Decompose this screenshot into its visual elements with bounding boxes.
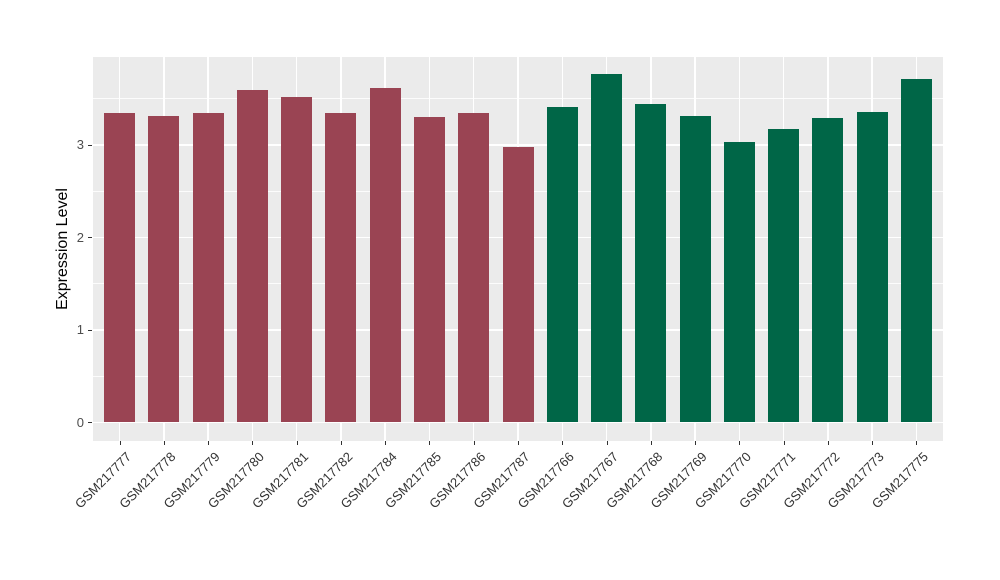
bar-GSM217773: [856, 111, 888, 423]
bar-GSM217784: [369, 88, 401, 423]
bar-GSM217777: [104, 113, 136, 423]
plot-panel: [93, 57, 943, 441]
x-tick-mark: [827, 441, 829, 445]
x-tick-mark: [296, 441, 298, 445]
x-tick-mark: [872, 441, 874, 445]
y-tick-label: 1: [76, 322, 84, 338]
bar-GSM217766: [546, 106, 578, 423]
bar-GSM217786: [458, 113, 490, 423]
x-tick-mark: [562, 441, 564, 445]
bar-GSM217770: [723, 142, 755, 423]
y-tick-label: 2: [76, 229, 84, 245]
bar-GSM217785: [413, 117, 445, 423]
x-tick-mark: [473, 441, 475, 445]
x-tick-mark: [650, 441, 652, 445]
y-axis-title: Expression Level: [54, 188, 71, 310]
x-tick-mark: [518, 441, 519, 445]
bar-GSM217779: [192, 113, 224, 423]
bar-GSM217771: [768, 129, 800, 423]
y-tick-mark: [88, 329, 92, 331]
x-tick-mark: [252, 441, 254, 445]
bar-GSM217778: [148, 116, 180, 423]
x-tick-mark: [695, 441, 697, 445]
x-tick-mark: [385, 441, 387, 445]
bar-GSM217772: [812, 118, 844, 423]
x-tick-mark: [783, 441, 785, 445]
y-tick-mark: [88, 422, 92, 424]
bar-GSM217767: [591, 73, 623, 423]
y-tick-label: 3: [76, 137, 84, 153]
bar-GSM217769: [679, 116, 711, 423]
x-tick-mark: [340, 441, 342, 445]
bar-GSM217787: [502, 146, 534, 423]
y-tick-mark: [88, 237, 92, 239]
x-tick-mark: [916, 441, 918, 445]
y-tick-label: 0: [76, 414, 84, 430]
bar-GSM217781: [281, 96, 313, 423]
x-tick-mark: [119, 441, 121, 445]
y-tick-mark: [88, 144, 92, 146]
x-tick-mark: [208, 441, 210, 445]
x-tick-mark: [163, 441, 165, 445]
bar-GSM217782: [325, 113, 357, 423]
bar-GSM217780: [236, 90, 268, 423]
x-tick-mark: [606, 441, 608, 445]
bar-GSM217775: [900, 79, 932, 423]
x-tick-mark: [429, 441, 431, 445]
bar-GSM217768: [635, 104, 667, 423]
x-tick-mark: [739, 441, 741, 445]
